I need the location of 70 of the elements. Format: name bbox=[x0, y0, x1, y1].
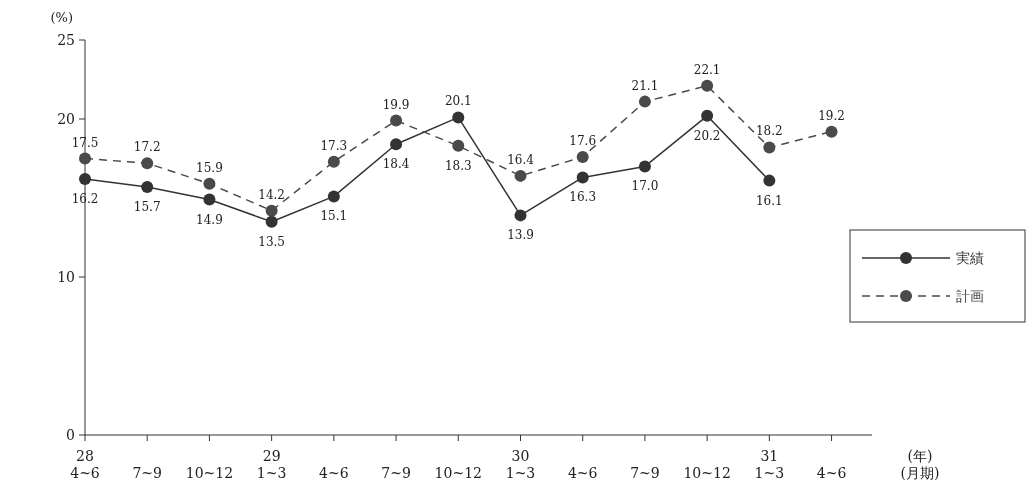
data-label: 15.1 bbox=[320, 209, 348, 224]
data-label: 14.9 bbox=[196, 212, 223, 227]
point bbox=[763, 141, 776, 154]
x-tick-label: 30 1~3 bbox=[505, 448, 536, 481]
point bbox=[701, 79, 714, 92]
point bbox=[327, 155, 340, 168]
data-label: 17.5 bbox=[71, 135, 99, 150]
x-tick-label: 10~12 bbox=[434, 465, 482, 481]
point bbox=[452, 111, 465, 124]
point bbox=[141, 180, 154, 193]
point bbox=[265, 204, 278, 217]
point bbox=[701, 109, 714, 122]
data-label: 13.9 bbox=[507, 228, 534, 243]
point bbox=[576, 150, 589, 163]
data-label: 16.2 bbox=[71, 192, 99, 207]
data-label: 18.2 bbox=[755, 124, 783, 139]
x-tick-label: 7~9 bbox=[132, 465, 162, 481]
data-label: 15.9 bbox=[196, 160, 223, 175]
data-label: 19.2 bbox=[818, 108, 845, 123]
point bbox=[763, 174, 776, 187]
x-tick-label: 4~6 bbox=[319, 465, 349, 481]
x-tick-label: 7~9 bbox=[381, 465, 411, 481]
y-tick-label: 0 bbox=[66, 427, 75, 443]
point bbox=[514, 169, 527, 182]
point bbox=[141, 157, 154, 170]
y-axis-title: (%) bbox=[50, 10, 73, 25]
data-label: 17.3 bbox=[320, 138, 348, 153]
data-label: 22.1 bbox=[693, 62, 721, 77]
x-tick-label: 4~6 bbox=[816, 465, 847, 481]
data-label: 19.9 bbox=[382, 97, 410, 112]
point bbox=[79, 173, 91, 186]
data-label: 16.1 bbox=[755, 193, 783, 208]
y-tick-label: 10 bbox=[57, 269, 75, 285]
point bbox=[825, 125, 838, 138]
x-tick-label: 7~9 bbox=[630, 465, 660, 481]
data-label: 20.1 bbox=[444, 94, 472, 109]
legend: 実績 計画 bbox=[849, 229, 1026, 323]
data-label: 16.3 bbox=[569, 190, 597, 205]
data-label: 17.6 bbox=[569, 133, 597, 148]
x-tick-label: 31 1~3 bbox=[754, 448, 785, 481]
point bbox=[638, 160, 651, 173]
point bbox=[79, 152, 91, 165]
data-label: 15.7 bbox=[133, 199, 161, 214]
x-tick-label: 28 4~6 bbox=[70, 448, 100, 481]
data-label: 17.0 bbox=[631, 179, 659, 194]
y-tick-label: 20 bbox=[57, 111, 75, 127]
point bbox=[203, 193, 216, 206]
x-tick-label: 29 1~3 bbox=[256, 448, 287, 481]
point bbox=[452, 139, 465, 152]
data-label: 16.4 bbox=[507, 152, 535, 167]
data-label: 17.2 bbox=[133, 140, 161, 155]
x-axis-title: (年) (月期) bbox=[900, 448, 940, 481]
data-label: 18.4 bbox=[382, 157, 410, 172]
data-label: 20.2 bbox=[693, 128, 721, 143]
point bbox=[576, 171, 589, 184]
data-label: 13.5 bbox=[258, 234, 285, 249]
point bbox=[638, 95, 651, 108]
data-label: 21.1 bbox=[631, 78, 659, 93]
point bbox=[390, 138, 403, 151]
data-label: 14.2 bbox=[258, 187, 285, 202]
y-tick-label: 25 bbox=[57, 32, 75, 48]
point bbox=[203, 177, 216, 190]
x-tick-label: 10~12 bbox=[185, 465, 234, 481]
point bbox=[265, 215, 278, 228]
x-tick-label: 4~6 bbox=[567, 465, 598, 481]
point bbox=[514, 209, 527, 222]
data-label: 18.3 bbox=[444, 158, 472, 173]
x-tick-label: 10~12 bbox=[683, 465, 731, 481]
point bbox=[390, 114, 403, 127]
point bbox=[327, 190, 340, 203]
